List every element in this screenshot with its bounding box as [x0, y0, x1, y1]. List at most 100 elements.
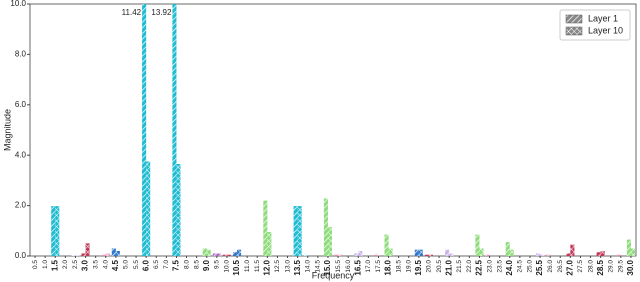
x-tick-label: 24.5: [517, 260, 524, 273]
x-tick-label: 29.5: [618, 260, 625, 273]
bar-hatch: [354, 253, 359, 256]
x-tick-label: 17.5: [375, 260, 382, 273]
bar-hatch: [206, 249, 211, 256]
value-label: 11.42: [122, 8, 142, 17]
x-tick-label: 19.5: [414, 259, 423, 275]
bar-hatch: [424, 254, 429, 256]
bar-hatch: [485, 254, 490, 256]
y-axis-label: Magnitude: [2, 109, 12, 151]
x-tick-label: 26.0: [547, 260, 554, 273]
x-tick-label: 0.5: [32, 260, 39, 269]
x-tick-label: 15.5: [335, 260, 342, 273]
bar-hatch: [297, 206, 302, 256]
bar-hatch: [71, 255, 76, 256]
bar-hatch: [293, 206, 298, 256]
bar-hatch: [388, 248, 393, 256]
x-tick-label: 20.5: [436, 260, 443, 273]
x-tick-label: 19.0: [405, 260, 412, 273]
x-tick-label: 2.0: [62, 260, 69, 269]
bar-hatch: [51, 206, 56, 256]
x-tick-label: 15.0: [323, 259, 332, 275]
x-tick-label: 5.5: [133, 260, 140, 269]
x-tick-label: 3.0: [81, 259, 90, 271]
y-tick-label: 6.0: [15, 100, 27, 109]
bar-hatch: [475, 234, 480, 256]
bar-hatch: [323, 198, 328, 256]
x-tick-label: 28.5: [596, 259, 605, 275]
x-tick-label: 29.0: [607, 260, 614, 273]
bar-hatch: [303, 255, 308, 256]
bar-hatch: [115, 250, 120, 256]
bar-hatch: [212, 253, 217, 256]
bar-hatch: [616, 254, 621, 256]
plot-frame: [29, 3, 637, 257]
bar-hatch: [374, 254, 379, 256]
x-tick-label: 6.0: [141, 259, 150, 271]
bar-hatch: [202, 248, 207, 256]
value-label: 13.92: [151, 8, 172, 17]
x-tick-label: 13.5: [293, 259, 302, 275]
bar-hatch: [536, 253, 541, 256]
bar-hatch: [334, 254, 339, 256]
x-tick-label: 27.0: [565, 259, 574, 275]
x-tick-label: 13.0: [284, 260, 291, 273]
bar-hatch: [509, 249, 514, 256]
x-axis-label: Frequency: [312, 270, 355, 280]
x-tick-label: 26.5: [557, 260, 564, 273]
bar-hatch: [384, 234, 389, 256]
legend-swatch-hatch: [565, 26, 583, 36]
bar-hatch: [630, 248, 635, 256]
bar-hatch: [101, 254, 106, 256]
bar-hatch: [237, 249, 242, 256]
x-tick-label: 4.5: [111, 259, 120, 271]
bar-hatch: [226, 254, 231, 256]
x-tick-label: 16.0: [345, 260, 352, 273]
bar-hatch: [233, 252, 238, 256]
bar-hatch: [267, 232, 272, 256]
y-tick-label: 2.0: [15, 201, 27, 210]
x-tick-label: 21.0: [444, 259, 453, 275]
x-tick-label: 10.5: [232, 259, 241, 275]
bar-hatch: [358, 250, 363, 256]
x-tick-label: 12.5: [274, 260, 281, 273]
x-tick-label: 27.5: [577, 260, 584, 273]
x-tick-label: 11.5: [254, 260, 261, 273]
legend-label: Layer 10: [588, 25, 623, 35]
bar-hatch: [216, 253, 221, 256]
bars: [51, 4, 635, 256]
x-tick-label: 5.0: [123, 260, 130, 269]
bar-hatch: [546, 254, 551, 256]
bar-hatch: [600, 250, 605, 256]
bar-hatch: [540, 254, 545, 256]
legend-swatch-hatch: [565, 14, 583, 24]
x-tick-label: 1.0: [42, 260, 49, 269]
legend-label: Layer 1: [588, 13, 618, 23]
x-tick-label: 22.0: [466, 260, 473, 273]
bar-hatch: [105, 253, 110, 256]
y-tick-label: 4.0: [15, 150, 27, 159]
x-tick-label: 30.0: [626, 259, 635, 275]
y-tick-label: 0.0: [15, 251, 27, 260]
x-tick-label: 9.0: [202, 259, 211, 271]
bar-hatch: [566, 253, 571, 256]
bar-hatch: [146, 161, 151, 256]
bar-hatch: [172, 4, 177, 256]
bar-hatch: [75, 255, 80, 256]
x-tick-label: 8.0: [183, 260, 190, 269]
x-tick-label: 1.5: [50, 259, 59, 271]
x-tick-label: 23.5: [496, 260, 503, 273]
bar-hatch: [596, 252, 601, 256]
bar-hatch: [479, 248, 484, 256]
bar-hatch: [263, 200, 268, 256]
x-tick-label: 16.5: [353, 259, 362, 275]
x-tick-label: 8.5: [193, 260, 200, 269]
x-tick-label: 7.5: [172, 259, 181, 271]
x-tick-label: 18.5: [395, 260, 402, 273]
x-tick-label: 9.5: [214, 260, 221, 269]
bar-hatch: [142, 4, 147, 256]
x-tick-label: 4.0: [102, 260, 109, 269]
x-tick-label: 24.0: [505, 259, 514, 275]
x-tick-label: 17.0: [365, 260, 372, 273]
bar-hatch: [338, 254, 343, 256]
x-tick-label: 12.0: [262, 259, 271, 275]
